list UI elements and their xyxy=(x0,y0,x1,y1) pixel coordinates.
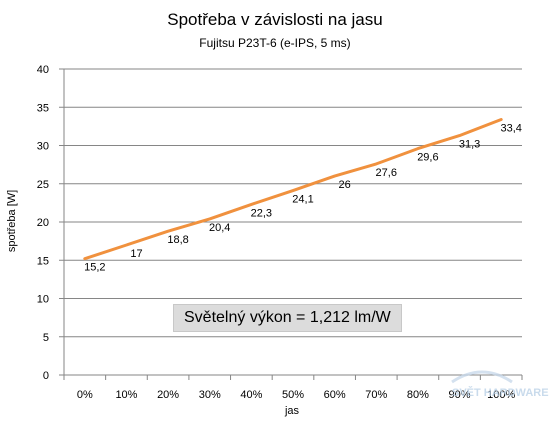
y-tick-label-7: 35 xyxy=(37,102,49,114)
series-line xyxy=(83,118,503,261)
y-tick-label-2: 10 xyxy=(37,294,49,306)
y-tick-label-1: 5 xyxy=(43,332,49,344)
data-label-4: 22,3 xyxy=(251,207,272,219)
x-tick-label-4: 40% xyxy=(240,389,262,401)
x-tick-label-2: 20% xyxy=(157,389,179,401)
y-axis-ticks: 0 5 10 15 20 25 30 35 40 xyxy=(37,64,64,382)
x-tick-label-9: 90% xyxy=(449,389,471,401)
gridlines xyxy=(64,68,522,338)
x-tick-label-10: 100% xyxy=(487,389,515,401)
x-tick-label-7: 70% xyxy=(365,389,387,401)
data-label-8: 29,6 xyxy=(417,152,438,164)
y-tick-label-4: 20 xyxy=(37,217,49,229)
y-tick-label-5: 25 xyxy=(37,179,49,191)
watermark-text: SVĚT HARDWARE xyxy=(452,386,549,399)
data-label-6: 26 xyxy=(339,179,351,191)
data-label-7: 27,6 xyxy=(376,167,397,179)
x-tick-label-1: 10% xyxy=(115,389,137,401)
x-axis-ticks: 0% 10% 20% 30% 40% 50% 60% 70% 80% 90% 100% xyxy=(63,375,523,401)
y-tick-label-8: 40 xyxy=(37,64,49,76)
x-tick-label-5: 50% xyxy=(282,389,304,401)
x-tick-label-6: 60% xyxy=(324,389,346,401)
data-label-0: 15,2 xyxy=(84,262,105,274)
data-label-5: 24,1 xyxy=(292,194,313,206)
y-tick-label-0: 0 xyxy=(43,370,49,382)
data-labels: 15,2 17 18,8 20,4 22,3 24,1 26 27,6 29,6 31,3 33,4 xyxy=(84,122,522,273)
x-tick-label-3: 30% xyxy=(199,389,221,401)
data-label-10: 33,4 xyxy=(500,122,521,134)
y-axis-label: spotřeba [W] xyxy=(6,190,18,252)
y-tick-label-3: 15 xyxy=(37,255,49,267)
watermark-logo: SVĚT HARDWARE xyxy=(451,370,549,399)
data-label-3: 20,4 xyxy=(209,222,230,234)
efficiency-annotation: Světelný výkon = 1,212 lm/W xyxy=(173,304,402,332)
data-label-9: 31,3 xyxy=(459,139,480,151)
data-label-2: 18,8 xyxy=(167,234,188,246)
y-tick-label-6: 30 xyxy=(37,141,49,153)
chart-title: Spotřeba v závislosti na jasu xyxy=(167,10,382,29)
x-tick-label-8: 80% xyxy=(407,389,429,401)
chart-subtitle: Fujitsu P23T-6 (e-IPS, 5 ms) xyxy=(199,36,350,50)
x-axis-label: jas xyxy=(284,405,300,417)
data-label-1: 17 xyxy=(130,248,142,260)
x-tick-label-0: 0% xyxy=(77,389,93,401)
